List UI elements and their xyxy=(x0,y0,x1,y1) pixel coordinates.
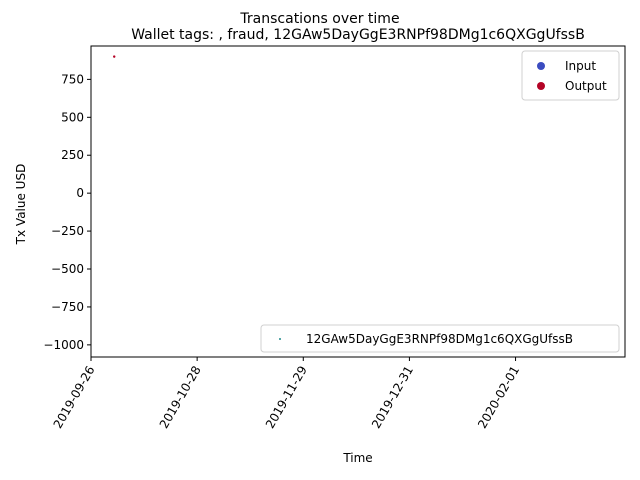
legend-label: Input xyxy=(565,59,596,73)
legend-series: 12GAw5DayGgE3RNPf98DMg1c6QXGgUfssB xyxy=(260,324,620,353)
legend-marker xyxy=(537,62,545,70)
x-tick-label: 2019-11-29 xyxy=(263,364,310,431)
y-axis: 750 500 250 0 −250 −500 −750 −1000 xyxy=(43,72,91,352)
y-axis-label: Tx Value USD xyxy=(14,164,28,246)
legend-direction-frame xyxy=(521,50,620,101)
y-tick-label: 750 xyxy=(61,72,84,86)
legend-marker xyxy=(279,338,281,340)
y-tick-label: 500 xyxy=(61,110,84,124)
legend-direction: Input Output xyxy=(521,50,620,101)
y-tick-label: 0 xyxy=(76,186,84,200)
x-axis-label: Time xyxy=(342,451,372,465)
legend-label: 12GAw5DayGgE3RNPf98DMg1c6QXGgUfssB xyxy=(306,332,573,346)
legend-series-frame xyxy=(260,324,620,353)
x-tick-label: 2019-12-31 xyxy=(369,364,416,431)
data-point xyxy=(113,55,116,58)
y-tick-label: −750 xyxy=(51,300,84,314)
y-tick-label: −250 xyxy=(51,224,84,238)
y-tick-label: 250 xyxy=(61,148,84,162)
plot-frame xyxy=(90,45,626,358)
chart-title: Transcations over time xyxy=(239,11,399,27)
x-tick-label: 2020-02-01 xyxy=(475,364,522,431)
legend-marker xyxy=(537,82,545,90)
y-tick-label: −1000 xyxy=(43,338,84,352)
legend-label: Output xyxy=(565,79,607,93)
chart-subtitle: Wallet tags: , fraud, 12GAw5DayGgE3RNPf9… xyxy=(131,27,585,43)
x-tick-label: 2019-10-28 xyxy=(157,364,204,431)
plot-area xyxy=(90,45,626,358)
data-points xyxy=(113,55,116,58)
y-tick-label: −500 xyxy=(51,262,84,276)
x-axis: 2019-09-26 2019-10-28 2019-11-29 2019-12-31… xyxy=(51,357,522,431)
x-tick-label: 2019-09-26 xyxy=(51,364,98,431)
